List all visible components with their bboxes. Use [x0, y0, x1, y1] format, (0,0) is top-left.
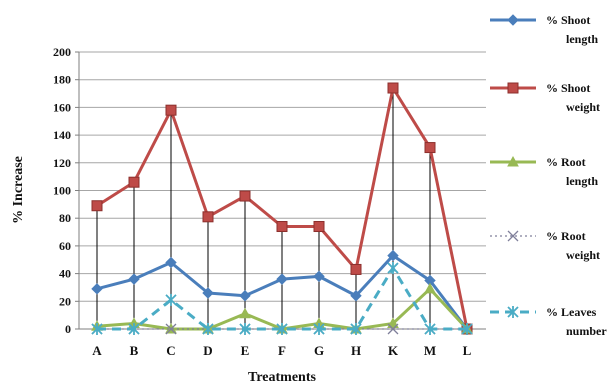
data-point: [91, 283, 103, 295]
data-point: [350, 323, 362, 335]
y-tick-label: 20: [59, 294, 71, 308]
data-point: [91, 323, 103, 335]
legend-label: length: [566, 174, 598, 188]
data-point: [424, 282, 436, 294]
y-tick-label: 0: [65, 322, 71, 336]
y-tick-label: 40: [59, 267, 71, 281]
data-point: [424, 323, 436, 335]
legend-label: % Root: [546, 229, 586, 243]
data-point: [313, 323, 325, 335]
data-point: [313, 221, 325, 233]
y-tick-label: 60: [59, 239, 71, 253]
series-4: [91, 262, 473, 335]
x-tick-label: E: [241, 343, 250, 358]
data-point: [165, 293, 177, 306]
data-point: [239, 307, 251, 319]
y-tick-label: 160: [53, 100, 71, 114]
data-point: [350, 290, 362, 302]
data-point: [424, 142, 436, 154]
data-point: [276, 323, 288, 335]
x-tick-label: D: [203, 343, 212, 358]
data-point: [202, 323, 214, 335]
x-tick-label: H: [351, 343, 361, 358]
x-tick-label: F: [278, 343, 286, 358]
data-point: [387, 249, 399, 262]
legend-marker: [507, 82, 519, 94]
x-tick-label: L: [463, 343, 472, 358]
data-point: [91, 200, 103, 212]
x-tick-label: M: [424, 343, 436, 358]
data-point: [165, 256, 177, 269]
y-tick-label: 120: [53, 156, 71, 170]
legend-marker: [507, 14, 519, 26]
legend-label: length: [566, 32, 598, 46]
data-point: [239, 290, 251, 302]
data-point: [387, 262, 399, 275]
y-tick-label: 100: [53, 184, 71, 198]
y-axis-title: % Increase: [11, 156, 26, 224]
data-point: [165, 323, 177, 335]
data-point: [276, 273, 288, 285]
y-tick-labels: 0 20 40 60 80 100 120 140 160 180 200: [53, 45, 71, 336]
legend-label: weight: [566, 100, 600, 114]
data-point: [202, 211, 214, 223]
legend-entry-1: % Shoot weight: [490, 81, 600, 114]
data-point: [276, 221, 288, 233]
legend-label: % Root: [546, 155, 586, 169]
y-tick-label: 140: [53, 128, 71, 142]
legend-label: % Leaves: [546, 305, 597, 319]
data-point: [387, 82, 399, 94]
x-tick-label: C: [166, 343, 175, 358]
x-tick-label: G: [314, 343, 324, 358]
legend-label: number: [566, 324, 607, 338]
data-point: [239, 323, 251, 335]
legend-entry-3: % Root weight: [490, 229, 600, 262]
series-line: [97, 266, 467, 331]
series-group: [91, 82, 473, 335]
data-point: [128, 273, 140, 285]
data-point: [128, 323, 140, 335]
legend-entry-2: % Root length: [490, 155, 598, 188]
data-point: [202, 287, 214, 299]
data-point: [239, 190, 251, 202]
drop-lines: [96, 88, 431, 329]
x-tick-label: B: [130, 343, 139, 358]
data-point: [387, 323, 399, 335]
legend-marker: [507, 230, 519, 242]
y-tick-label: 80: [59, 211, 71, 225]
data-point: [350, 263, 362, 275]
x-tick-label: K: [388, 343, 399, 358]
x-tick-label: A: [92, 343, 102, 358]
data-point: [387, 317, 399, 328]
y-tick-label: 200: [53, 45, 71, 59]
legend-entry-4: % Leaves number: [490, 305, 607, 338]
legend-entry-0: % Shoot length: [490, 13, 598, 46]
legend-label: % Shoot: [546, 81, 590, 95]
x-axis-title: Treatments: [248, 370, 316, 385]
legend-marker: [507, 306, 519, 318]
legend-label: weight: [566, 248, 600, 262]
legend-label: % Shoot: [546, 13, 590, 27]
legend-marker: [507, 155, 519, 167]
data-point: [313, 270, 325, 283]
data-point: [128, 176, 140, 188]
data-point: [165, 104, 177, 116]
y-tick-label: 180: [53, 73, 71, 87]
data-point: [461, 323, 473, 335]
